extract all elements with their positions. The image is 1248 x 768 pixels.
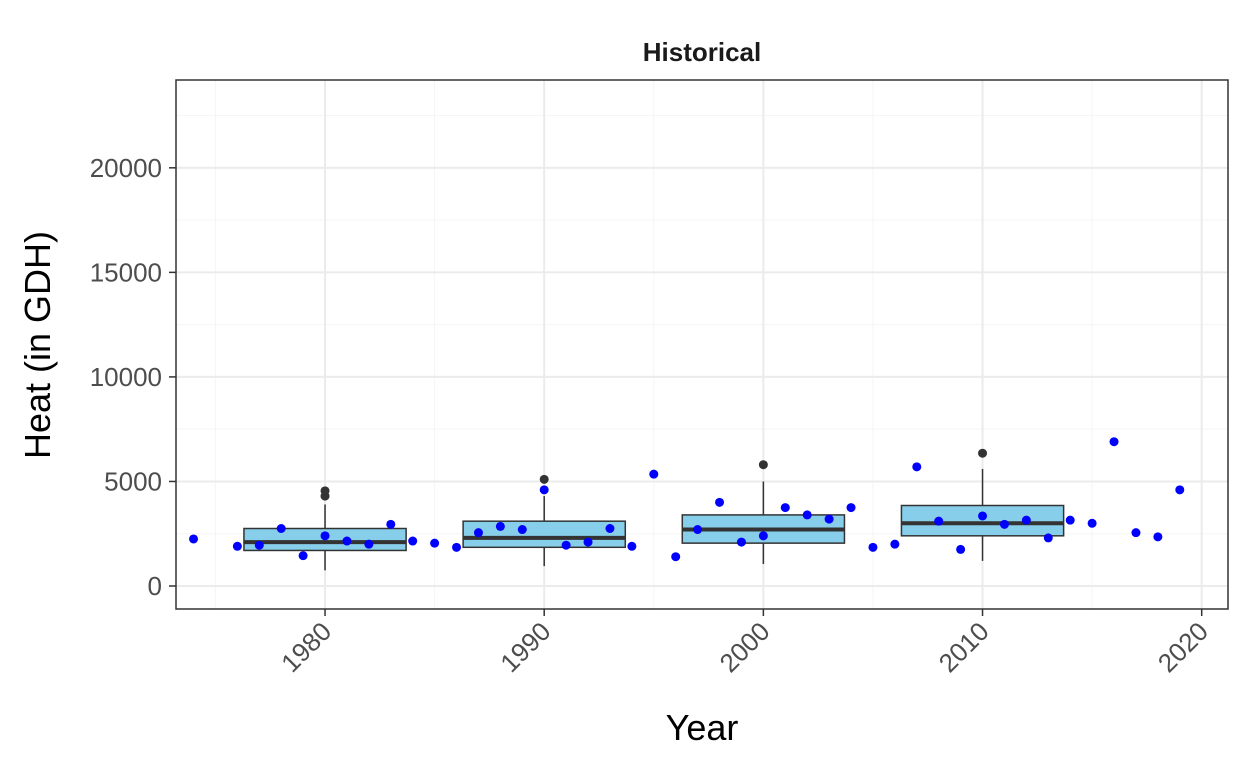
data-point [276,524,286,533]
data-point [452,542,462,552]
box-iqr [462,520,627,549]
outlier-point [320,486,330,496]
data-point [1109,437,1119,447]
data-point [1065,515,1075,525]
data-point [978,511,988,521]
y-axis-title: Heat (in GDH) [17,231,58,459]
data-point [430,538,440,548]
data-point [627,541,637,551]
y-tick-label: 10000 [90,362,162,392]
x-tick-label: 2010 [933,616,995,678]
y-tick-label: 0 [148,571,162,601]
y-tick-label: 5000 [104,466,162,496]
data-point [254,540,264,550]
data-point [1131,528,1141,538]
data-point [758,531,768,541]
data-point [1087,518,1097,528]
x-axis: 1980 1990 2000 2010 2020 [275,609,1214,678]
data-point [320,531,330,541]
data-point [1043,533,1053,543]
data-point [846,503,856,513]
data-point [868,542,878,552]
data-point [780,503,790,513]
data-point [342,536,352,546]
data-point [956,544,966,554]
data-point [473,528,483,538]
y-tick-label: 20000 [90,153,162,183]
x-tick-label: 2020 [1152,616,1214,678]
data-point [736,537,746,547]
data-point [671,552,681,562]
data-point [189,534,199,544]
x-axis-title: Year [666,707,739,748]
panel-border [175,79,1229,610]
data-point [890,539,900,549]
data-point [495,521,505,531]
data-point [1021,515,1031,525]
data-points [189,437,1185,562]
data-point [561,540,571,550]
data-point [364,539,374,549]
outlier-point [758,460,768,470]
data-point [934,516,944,526]
data-point [298,551,308,561]
data-point [802,510,812,520]
x-tick-label: 1990 [494,616,556,678]
data-point [408,536,418,546]
data-point [232,541,242,551]
data-point [583,537,593,547]
y-tick-label: 15000 [90,257,162,287]
data-point [1153,532,1163,542]
x-tick-label: 1980 [275,616,337,678]
outlier-point [539,474,549,484]
x-tick-label: 2000 [713,616,775,678]
data-point [693,525,703,535]
data-point [605,524,615,533]
data-point [715,497,725,507]
data-point [824,514,834,524]
data-point [386,519,396,529]
data-point [999,519,1009,529]
data-point [539,485,549,495]
data-point [1175,485,1185,495]
data-point [649,469,659,479]
box-iqr [900,504,1065,537]
data-point [517,525,527,535]
chart-title: Historical [643,37,762,67]
data-point [912,462,922,472]
y-axis: 0 5000 10000 15000 20000 [90,153,176,601]
outlier-point [978,448,988,458]
